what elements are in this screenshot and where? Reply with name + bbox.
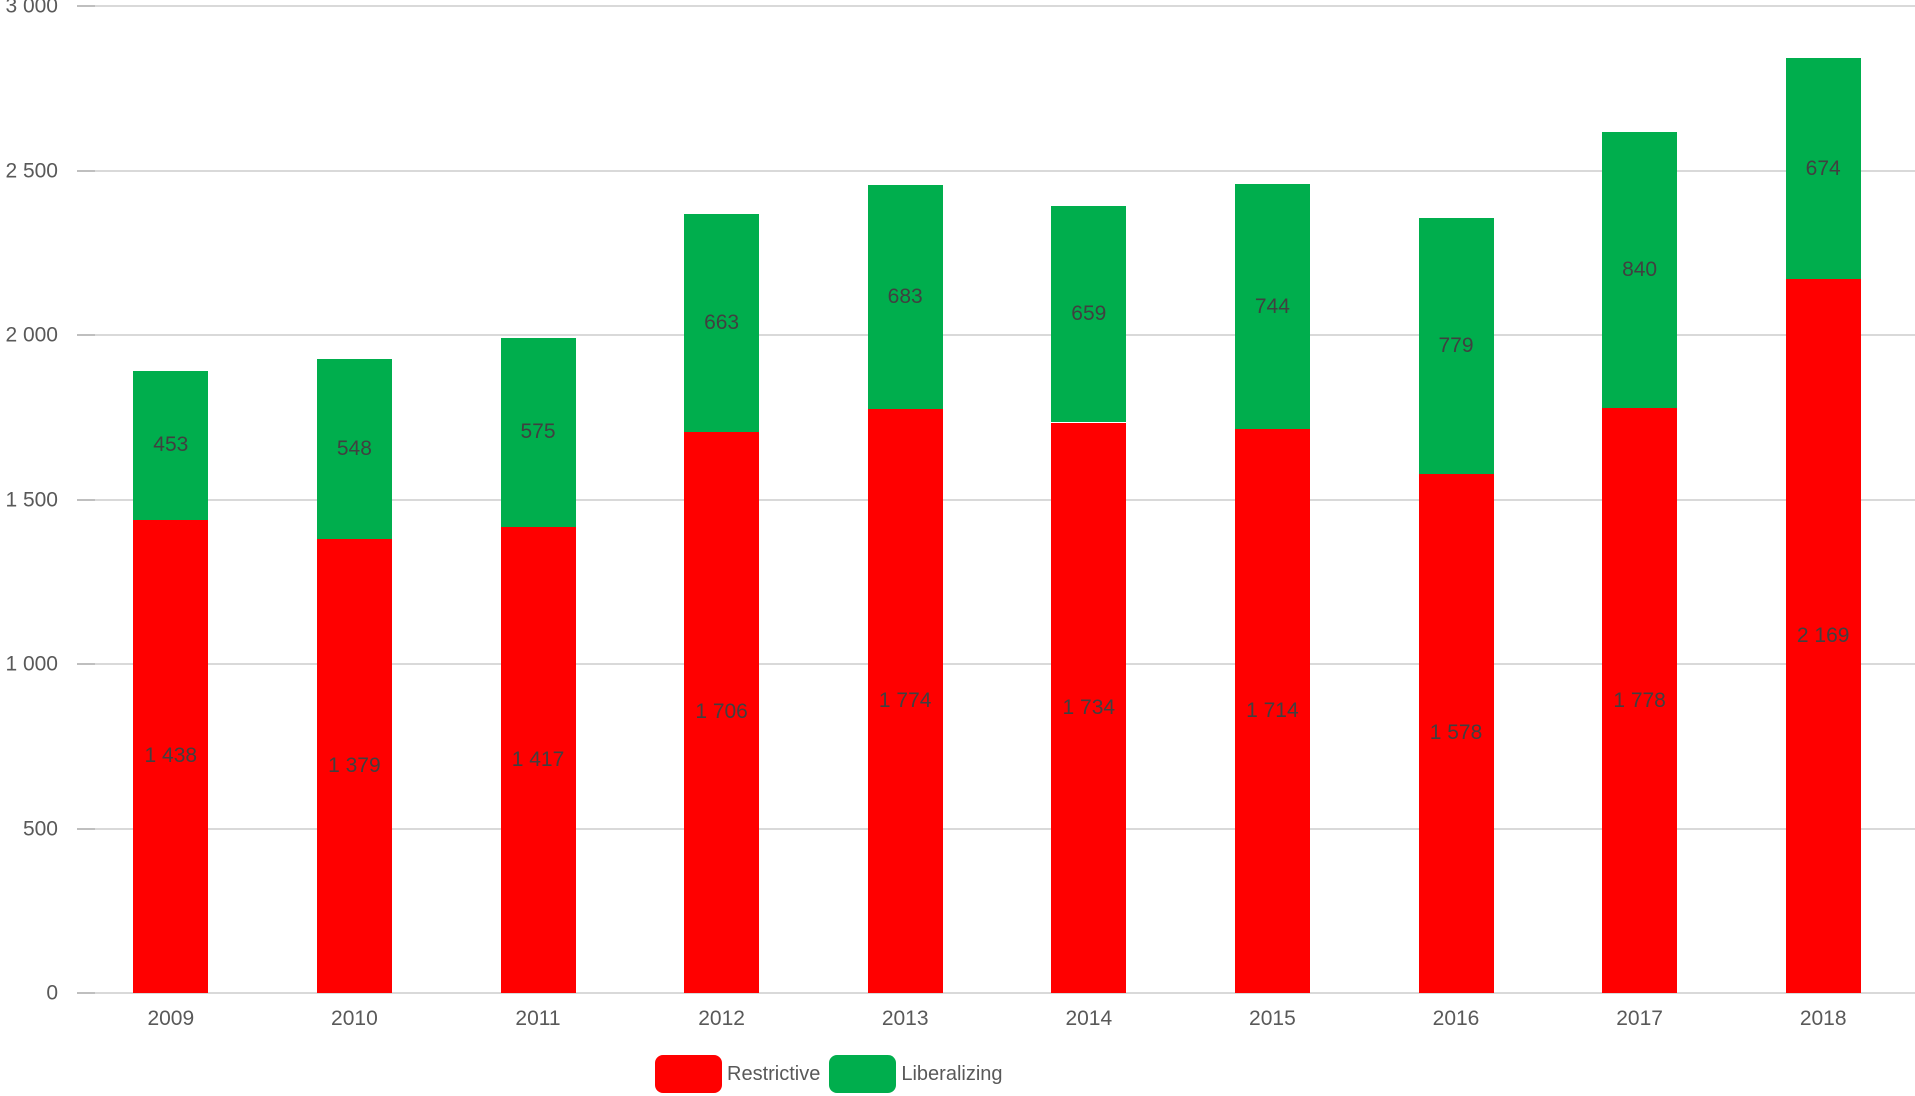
bar-segment-restrictive <box>316 539 392 993</box>
legend-label: Restrictive <box>727 1063 821 1085</box>
x-axis-label: 2010 <box>331 1007 378 1030</box>
y-axis-tick <box>77 663 95 665</box>
bar-segment-restrictive <box>867 409 943 993</box>
gridline <box>95 992 1915 994</box>
bar-value-label: 1 734 <box>1062 695 1116 719</box>
bar-segment-restrictive <box>1051 422 1127 993</box>
legend-item-liberalizing: Liberalizing <box>829 1055 1003 1093</box>
bar-value-label: 453 <box>153 433 189 457</box>
bar-value-label: 674 <box>1805 156 1841 180</box>
gridline <box>95 498 1915 501</box>
bar-segment-liberalizing <box>133 370 209 520</box>
gridline <box>95 5 1915 7</box>
bar-value-label: 683 <box>887 285 923 308</box>
bar-segment-liberalizing <box>1051 205 1127 423</box>
bar-segment-liberalizing <box>1418 217 1494 474</box>
gridline <box>95 663 1915 665</box>
bar-segment-liberalizing <box>1234 184 1310 430</box>
bar-segment-restrictive <box>133 519 209 993</box>
y-axis-tick <box>77 334 95 336</box>
bar-value-label: 1 379 <box>328 754 381 778</box>
y-axis-tick <box>77 5 95 7</box>
y-axis-label: 0 <box>46 981 58 1005</box>
bar-segment-liberalizing <box>867 184 943 410</box>
x-axis-label: 2015 <box>1249 1007 1296 1030</box>
bar-value-label: 659 <box>1071 302 1107 326</box>
bar-segment-liberalizing <box>500 337 576 527</box>
x-axis-label: 2016 <box>1432 1007 1480 1030</box>
y-axis-label: 2 500 <box>5 159 58 182</box>
bar-value-label: 663 <box>704 310 740 334</box>
y-axis-label: 3 000 <box>5 0 58 18</box>
y-axis-label: 500 <box>22 817 58 840</box>
x-axis-label: 2013 <box>881 1007 929 1030</box>
legend-swatch-restrictive <box>655 1055 722 1093</box>
x-axis-label: 2018 <box>1799 1007 1847 1030</box>
gridline <box>95 827 1915 830</box>
y-axis-label: 1 500 <box>5 488 58 511</box>
bar-segment-liberalizing <box>1602 131 1678 409</box>
bar-value-label: 2 169 <box>1796 624 1850 648</box>
bar-value-label: 548 <box>336 437 372 461</box>
bar-segment-restrictive <box>1785 279 1861 993</box>
bar-segment-restrictive <box>1234 429 1310 993</box>
bar-value-label: 1 706 <box>695 700 748 724</box>
y-axis-tick <box>77 827 95 830</box>
bar-value-label: 1 778 <box>1613 688 1666 712</box>
x-axis-label: 2017 <box>1616 1007 1663 1030</box>
gridline <box>95 169 1915 172</box>
bar-value-label: 1 417 <box>511 747 565 771</box>
y-axis-tick <box>77 992 95 994</box>
bar-segment-liberalizing <box>684 213 760 432</box>
bar-segment-liberalizing <box>316 359 392 540</box>
bar-value-label: 779 <box>1438 333 1474 357</box>
bar-value-label: 1 714 <box>1246 699 1299 723</box>
bar-value-label: 1 438 <box>144 744 198 768</box>
legend-item-restrictive: Restrictive <box>655 1055 820 1093</box>
y-axis-label: 1 000 <box>5 652 58 676</box>
bar-value-label: 744 <box>1254 294 1290 318</box>
y-axis-tick <box>77 169 95 172</box>
legend-label: Liberalizing <box>901 1063 1003 1085</box>
bar-segment-restrictive <box>1418 473 1494 993</box>
bar-value-label: 840 <box>1622 257 1658 281</box>
bar-value-label: 1 578 <box>1429 721 1483 745</box>
bar-value-label: 1 774 <box>878 689 932 713</box>
bar-segment-restrictive <box>500 526 576 993</box>
y-axis-tick <box>77 498 95 501</box>
x-axis-label: 2009 <box>147 1007 195 1030</box>
legend: Restrictive Liberalizing <box>655 1055 1003 1093</box>
legend-swatch-liberalizing <box>829 1055 897 1093</box>
x-axis-label: 2012 <box>698 1007 745 1030</box>
x-axis-label: 2014 <box>1065 1007 1113 1030</box>
bar-value-label: 575 <box>520 420 556 444</box>
gridline <box>95 334 1915 336</box>
x-axis-label: 2011 <box>515 1007 561 1030</box>
bar-segment-restrictive <box>684 431 760 993</box>
bar-segment-liberalizing <box>1785 57 1861 280</box>
y-axis-label: 2 000 <box>5 323 58 347</box>
bar-segment-restrictive <box>1602 408 1678 993</box>
